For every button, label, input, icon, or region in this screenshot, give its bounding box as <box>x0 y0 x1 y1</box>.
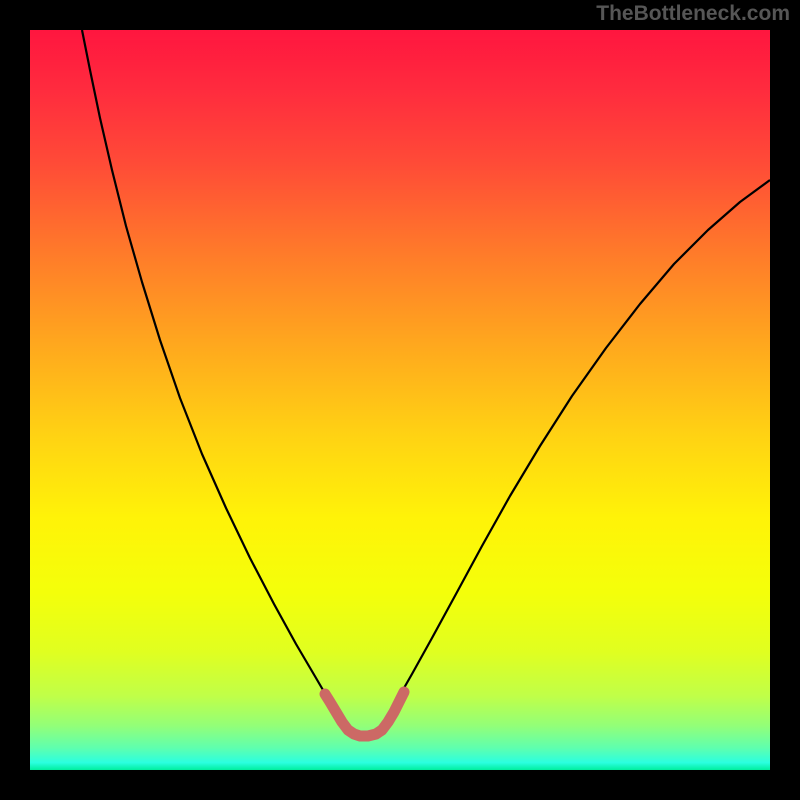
v-curve <box>82 30 770 736</box>
bottleneck-curve <box>30 30 770 770</box>
plot-area <box>30 30 770 770</box>
chart-canvas: TheBottleneck.com <box>0 0 800 800</box>
watermark-text: TheBottleneck.com <box>596 2 790 26</box>
trough-highlight <box>325 692 404 736</box>
